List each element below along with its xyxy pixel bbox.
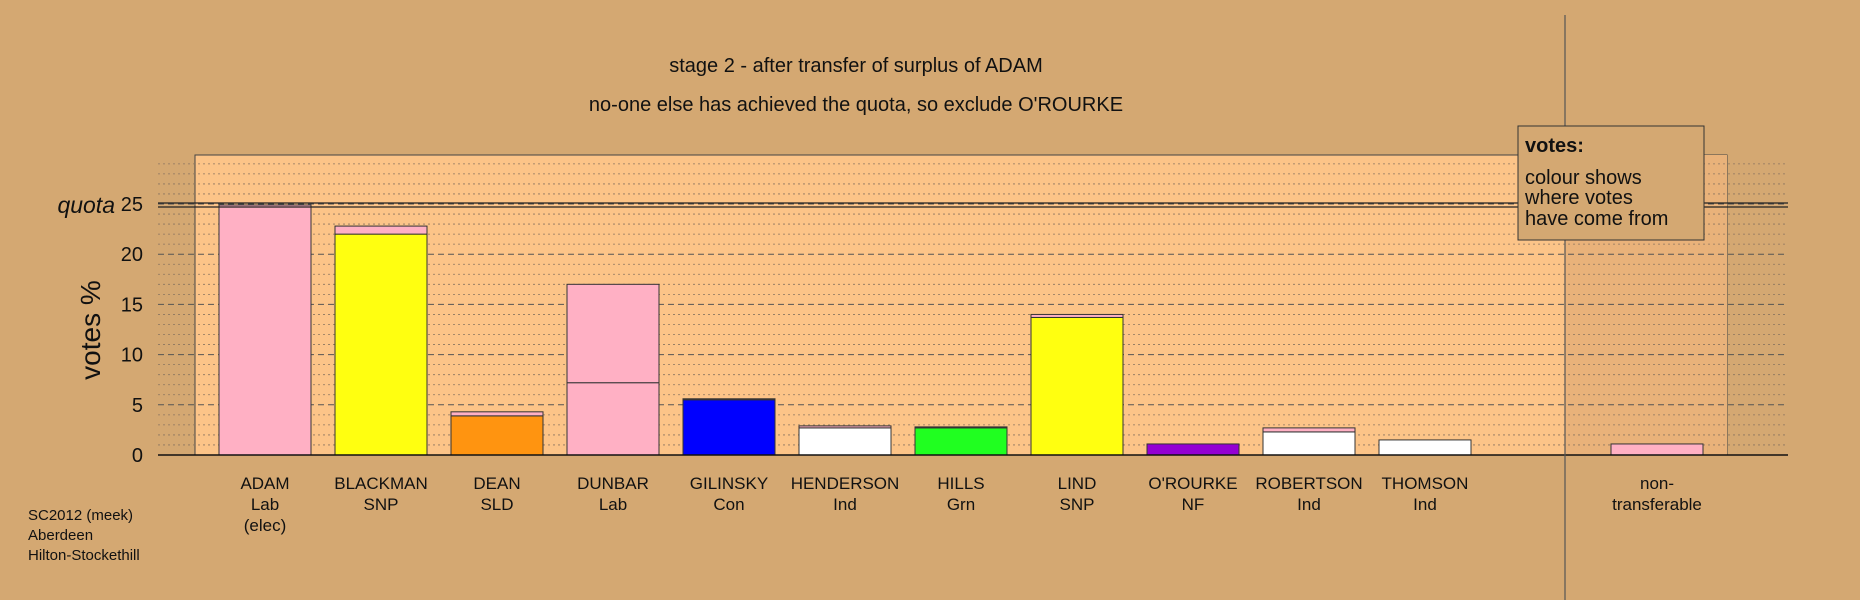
category-label: (elec) (244, 516, 287, 535)
category-labels: ADAM Lab (elec) BLACKMAN SNP DEAN SLD DUNBAR Lab… (240, 474, 1701, 535)
y-axis-ticks: 0 5 10 15 20 25 (121, 194, 143, 467)
category-label: DEAN (473, 474, 520, 493)
y-tick-label: 15 (121, 294, 143, 316)
bar-segment (1262, 427, 1356, 433)
legend-title: votes: (1525, 135, 1584, 157)
bar-segment (566, 382, 660, 456)
bar-segment (914, 426, 1008, 429)
bar-segment (450, 411, 544, 417)
bar-segment (1030, 316, 1124, 456)
category-label: GILINSKY (690, 474, 768, 493)
category-label: O'ROURKE (1148, 474, 1237, 493)
bar-segment (914, 427, 1008, 456)
bar-segment (1146, 443, 1240, 456)
category-label: ADAM (240, 474, 289, 493)
y-tick-label: 25 (121, 194, 143, 216)
bar-segment (1030, 313, 1124, 318)
category-label: DUNBAR (577, 474, 649, 493)
category-label: Grn (947, 495, 975, 514)
category-label: SNP (364, 495, 399, 514)
footer-election: SC2012 (meek) (28, 507, 133, 524)
legend-box (1517, 125, 1705, 241)
chart-title: stage 2 - after transfer of surplus of A… (669, 55, 1043, 77)
y-tick-label: 10 (121, 345, 143, 367)
bar-segment (218, 204, 312, 456)
bar-segment (798, 427, 892, 456)
category-label: Ind (1297, 495, 1321, 514)
gridlines (158, 163, 1788, 446)
category-label: SNP (1060, 495, 1095, 514)
category-label: SLD (480, 495, 513, 514)
quota-line (158, 202, 1788, 208)
bar-segment (450, 415, 544, 456)
footer-ward: Hilton-Stockethill (28, 547, 140, 564)
category-label: BLACKMAN (334, 474, 428, 493)
footer-council: Aberdeen (28, 527, 93, 544)
bars (218, 204, 1704, 456)
y-tick-label: 20 (121, 244, 143, 266)
chart-subtitle: no-one else has achieved the quota, so e… (589, 94, 1123, 116)
bar-segment (682, 398, 776, 401)
legend-line-2: where votes (1524, 187, 1633, 209)
bar-segment (334, 225, 428, 235)
quota-label: quota (57, 192, 115, 218)
bar-segment (334, 233, 428, 456)
category-label: HENDERSON (791, 474, 900, 493)
category-label: Ind (1413, 495, 1437, 514)
category-label: Con (713, 495, 744, 514)
legend: votes: colour shows where votes have com… (1517, 125, 1705, 241)
category-label: NF (1182, 495, 1205, 514)
y-tick-label: 0 (132, 445, 143, 467)
legend-line-3: have come from (1525, 208, 1668, 230)
category-label: Lab (251, 495, 279, 514)
bar-segment (798, 425, 892, 429)
bar-segment (1378, 439, 1472, 456)
category-label: non- (1640, 474, 1674, 493)
bar-segment (682, 399, 776, 456)
category-label: transferable (1612, 495, 1702, 514)
category-label: ROBERTSON (1255, 474, 1362, 493)
bar-segment (566, 283, 660, 384)
bar-segment (1610, 443, 1704, 456)
legend-line-1: colour shows (1525, 167, 1642, 189)
category-label: THOMSON (1382, 474, 1469, 493)
y-axis-label: votes % (75, 280, 106, 380)
category-label: Lab (599, 495, 627, 514)
category-label: Ind (833, 495, 857, 514)
bar-segment (1262, 431, 1356, 456)
category-label: LIND (1058, 474, 1097, 493)
y-tick-label: 5 (132, 395, 143, 417)
category-label: HILLS (937, 474, 984, 493)
